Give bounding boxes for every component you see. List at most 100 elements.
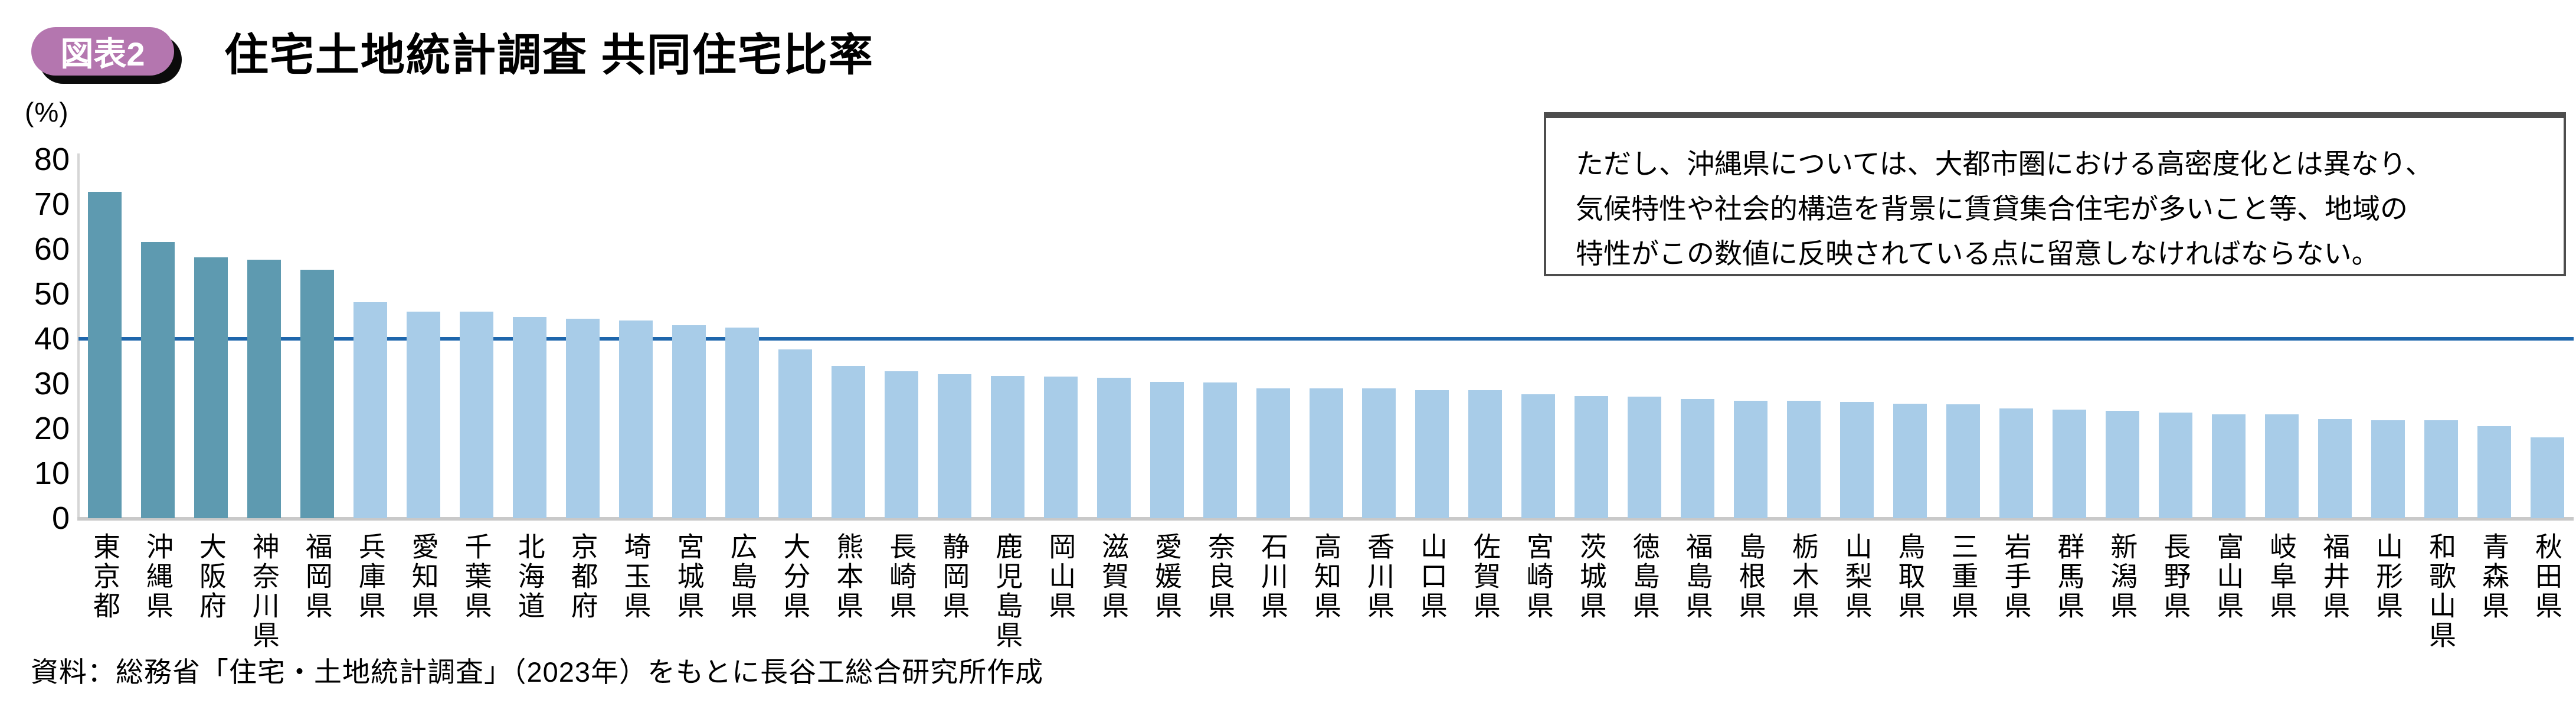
bar-鹿児島県 bbox=[990, 376, 1024, 518]
bar-福岡県 bbox=[300, 269, 335, 518]
x-label-長崎県: 長崎県 bbox=[886, 532, 917, 621]
x-label-秋田県: 秋田県 bbox=[2532, 532, 2563, 621]
x-label-滋賀県: 滋賀県 bbox=[1098, 532, 1130, 621]
bar-佐賀県 bbox=[1468, 390, 1503, 518]
x-label-福井県: 福井県 bbox=[2319, 532, 2351, 621]
bar-熊本県 bbox=[831, 366, 865, 518]
bar-和歌山県 bbox=[2424, 420, 2458, 518]
x-label-埼玉県: 埼玉県 bbox=[620, 532, 652, 621]
bar-埼玉県 bbox=[619, 320, 653, 518]
bar-高知県 bbox=[1309, 388, 1343, 518]
bar-沖縄県 bbox=[141, 241, 175, 518]
x-label-愛媛県: 愛媛県 bbox=[1151, 532, 1183, 621]
bar-青森県 bbox=[2477, 426, 2511, 518]
y-tick-30: 30 bbox=[34, 366, 70, 401]
x-label-栃木県: 栃木県 bbox=[1788, 532, 1819, 621]
x-label-新潟県: 新潟県 bbox=[2107, 532, 2138, 621]
bar-奈良県 bbox=[1203, 382, 1237, 518]
y-tick-20: 20 bbox=[34, 411, 70, 446]
bar-島根県 bbox=[1734, 400, 1768, 518]
y-axis-unit-label: (%) bbox=[25, 97, 69, 127]
x-label-福島県: 福島県 bbox=[1682, 532, 1713, 621]
bar-京都府 bbox=[566, 318, 600, 518]
bar-岡山県 bbox=[1043, 376, 1078, 518]
bar-岐阜県 bbox=[2264, 414, 2299, 518]
bar-徳島県 bbox=[1628, 397, 1662, 518]
bar-滋賀県 bbox=[1096, 378, 1131, 518]
bar-群馬県 bbox=[2052, 410, 2086, 518]
figure-number-badge: 図表2 bbox=[31, 27, 174, 76]
bar-山形県 bbox=[2371, 420, 2405, 518]
y-axis-line bbox=[77, 153, 80, 519]
y-tick-10: 10 bbox=[34, 456, 70, 491]
x-label-和歌山県: 和歌山県 bbox=[2426, 532, 2457, 650]
bar-新潟県 bbox=[2105, 411, 2139, 518]
bar-三重県 bbox=[1946, 404, 1980, 518]
x-label-愛知県: 愛知県 bbox=[408, 532, 439, 621]
bar-香川県 bbox=[1362, 388, 1396, 518]
x-label-京都府: 京都府 bbox=[567, 532, 598, 621]
figure-title: 住宅土地統計調査 共同住宅比率 bbox=[224, 30, 874, 80]
x-label-北海道: 北海道 bbox=[514, 532, 545, 621]
y-tick-60: 60 bbox=[34, 231, 70, 267]
x-label-長野県: 長野県 bbox=[2160, 532, 2191, 621]
x-label-岐阜県: 岐阜県 bbox=[2266, 532, 2297, 621]
bar-長崎県 bbox=[884, 371, 918, 518]
bar-山口県 bbox=[1415, 390, 1449, 518]
bar-長野県 bbox=[2158, 413, 2192, 518]
x-label-島根県: 島根県 bbox=[1735, 532, 1766, 621]
bar-東京都 bbox=[88, 191, 122, 518]
y-tick-70: 70 bbox=[34, 187, 70, 222]
bar-栃木県 bbox=[1787, 400, 1821, 518]
x-label-山口県: 山口県 bbox=[1416, 532, 1448, 621]
y-tick-0: 0 bbox=[51, 501, 70, 536]
x-label-山梨県: 山梨県 bbox=[1841, 532, 1873, 621]
bar-兵庫県 bbox=[353, 302, 388, 518]
bar-富山県 bbox=[2211, 414, 2246, 518]
x-label-広島県: 広島県 bbox=[726, 532, 758, 621]
bar-北海道 bbox=[513, 316, 547, 518]
bar-静岡県 bbox=[937, 374, 971, 518]
x-label-山形県: 山形県 bbox=[2372, 532, 2404, 621]
bar-福井県 bbox=[2318, 419, 2352, 518]
x-label-福岡県: 福岡県 bbox=[302, 532, 333, 621]
reference-line-40pct bbox=[78, 337, 2574, 341]
annotation-line: 気候特性や社会的構造を背景に賃貸集合住宅が多いこと等、地域の bbox=[1576, 193, 2408, 224]
annotation-box: ただし、沖縄県については、大都市圏における高密度化とは異なり、 気候特性や社会的… bbox=[1544, 112, 2566, 276]
x-label-鳥取県: 鳥取県 bbox=[1894, 532, 1926, 621]
x-label-沖縄県: 沖縄県 bbox=[142, 532, 174, 621]
x-label-富山県: 富山県 bbox=[2213, 532, 2244, 621]
x-label-高知県: 高知県 bbox=[1311, 532, 1341, 621]
x-label-佐賀県: 佐賀県 bbox=[1469, 532, 1501, 621]
x-label-三重県: 三重県 bbox=[1947, 532, 1979, 621]
x-label-静岡県: 静岡県 bbox=[939, 532, 970, 621]
bar-千葉県 bbox=[460, 312, 494, 518]
bar-山梨県 bbox=[1840, 402, 1874, 518]
x-label-東京都: 東京都 bbox=[89, 532, 120, 621]
x-label-千葉県: 千葉県 bbox=[461, 532, 492, 621]
x-label-宮崎県: 宮崎県 bbox=[1523, 532, 1554, 621]
bar-大阪府 bbox=[194, 257, 228, 518]
bar-石川県 bbox=[1256, 388, 1290, 518]
x-label-神奈川県: 神奈川県 bbox=[248, 532, 280, 650]
x-label-茨城県: 茨城県 bbox=[1576, 532, 1607, 621]
bar-秋田県 bbox=[2530, 437, 2564, 518]
bar-福島県 bbox=[1681, 398, 1715, 518]
y-tick-40: 40 bbox=[34, 321, 70, 356]
annotation-line: 特性がこの数値に反映されている点に留意しなければならない。 bbox=[1576, 238, 2379, 269]
y-tick-80: 80 bbox=[34, 142, 70, 177]
x-label-群馬県: 群馬県 bbox=[2054, 532, 2085, 621]
bar-神奈川県 bbox=[247, 260, 282, 518]
x-axis-baseline bbox=[77, 517, 2574, 521]
x-label-宮城県: 宮城県 bbox=[673, 532, 705, 621]
x-label-徳島県: 徳島県 bbox=[1629, 532, 1660, 621]
y-tick-50: 50 bbox=[34, 276, 70, 312]
x-label-奈良県: 奈良県 bbox=[1204, 532, 1236, 621]
bar-鳥取県 bbox=[1893, 404, 1927, 518]
bar-愛知県 bbox=[407, 311, 441, 518]
bar-茨城県 bbox=[1575, 395, 1609, 518]
bar-広島県 bbox=[725, 328, 759, 518]
x-label-岡山県: 岡山県 bbox=[1045, 532, 1076, 621]
x-label-兵庫県: 兵庫県 bbox=[355, 532, 386, 621]
bar-大分県 bbox=[778, 349, 812, 518]
